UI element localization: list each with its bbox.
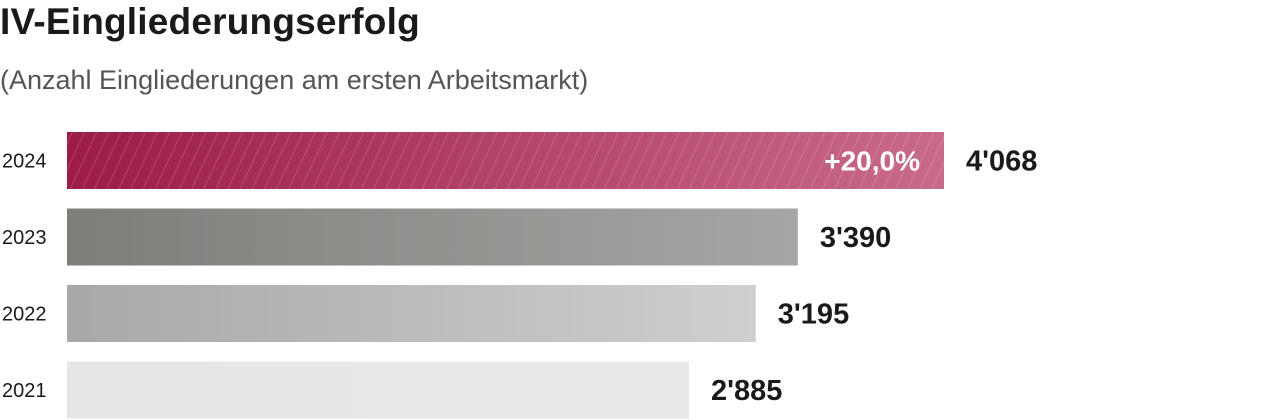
year-label-2024: 2024 <box>2 151 47 173</box>
value-label-2021: 2'885 <box>711 375 782 407</box>
chart-title: IV-Eingliederungserfolg <box>0 1 420 42</box>
bar-2023 <box>67 208 798 266</box>
bar-2024-hatch <box>67 132 944 189</box>
year-label-2021: 2021 <box>2 380 47 402</box>
chart-subtitle: (Anzahl Eingliederungen am ersten Arbeit… <box>0 65 589 95</box>
value-label-2023: 3'390 <box>820 222 891 254</box>
bar-2021 <box>67 361 689 419</box>
bar-2024-change-label: +20,0% <box>824 146 920 177</box>
year-label-2022: 2022 <box>2 304 47 326</box>
bar-2022 <box>67 285 756 342</box>
value-label-2022: 3'195 <box>778 299 849 331</box>
value-label-2024: 4'068 <box>966 146 1037 178</box>
year-label-2023: 2023 <box>2 227 47 249</box>
